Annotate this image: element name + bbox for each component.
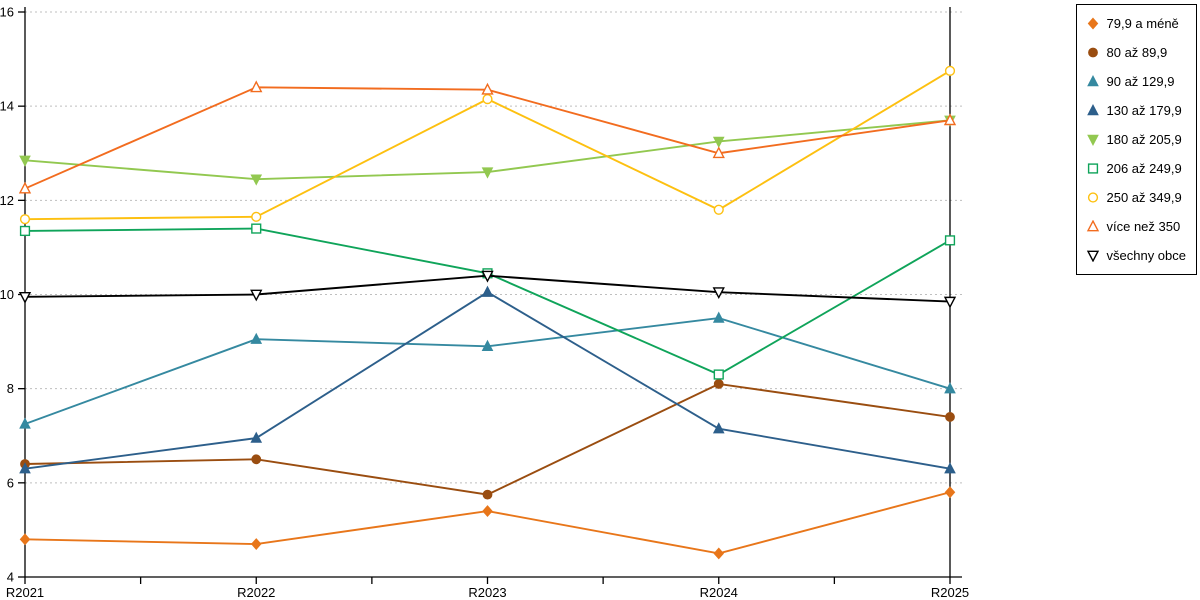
series-7 [18,80,957,194]
x-axis-tick-label: R2024 [700,585,738,600]
x-axis-tick-label: R2021 [6,585,44,600]
legend-triangle-down-icon [1086,250,1099,262]
legend-item: všechny obce [1086,246,1187,265]
series-2 [19,311,956,429]
chart-legend: 79,9 a méně 80 až 89,9 90 až 129,9 130 a… [1075,4,1197,275]
legend-item: 90 až 129,9 [1086,72,1187,91]
legend-triangle-up-icon [1086,75,1099,87]
legend-triangle-up-icon [1086,104,1099,116]
legend-label: 206 až 249,9 [1106,161,1182,176]
y-axis-tick-label: 10 [0,287,14,302]
y-axis-tick-label: 14 [0,99,14,114]
legend-item: 79,9 a méně [1086,14,1187,33]
legend-label: 250 až 349,9 [1106,190,1182,205]
gridlines [25,11,962,484]
legend-diamond-icon [1087,17,1098,30]
legend-label: více než 350 [1106,219,1181,234]
x-axis-tick-label: R2025 [931,585,969,600]
legend-triangle-down-icon [1086,134,1099,146]
legend-label: 80 až 89,9 [1106,45,1168,60]
series-6 [19,65,956,225]
legend-label: 90 až 129,9 [1106,74,1175,89]
series-1 [20,379,955,500]
x-axis-tick-label: R2023 [468,585,506,600]
y-axis-tick-label: 6 [7,475,14,490]
series-4 [19,115,956,186]
y-axis-tick-label: 8 [7,381,14,396]
legend-item: 130 až 179,9 [1086,101,1187,120]
legend-item: 180 až 205,9 [1086,130,1187,149]
legend-label: všechny obce [1106,248,1187,263]
legend-label: 180 až 205,9 [1106,132,1182,147]
y-axis-tick-label: 16 [0,5,14,20]
legend-label: 79,9 a méně [1106,16,1179,31]
legend-item: 250 až 349,9 [1086,188,1187,207]
series-0 [19,486,956,560]
legend-square-icon [1087,163,1098,174]
y-axis-tick-label: 12 [0,193,14,208]
legend-circle-icon [1087,192,1098,203]
series-3 [19,285,956,474]
legend-item: 80 až 89,9 [1086,43,1187,62]
y-axis-tick-label: 4 [7,570,14,585]
series-8 [18,270,957,309]
legend-item: více než 350 [1086,217,1187,236]
legend-item: 206 až 249,9 [1086,159,1187,178]
legend-triangle-up-icon [1086,220,1099,232]
legend-label: 130 až 179,9 [1106,103,1182,118]
legend-circle-icon [1087,47,1098,58]
series-5 [19,223,956,380]
x-axis-tick-label: R2022 [237,585,275,600]
